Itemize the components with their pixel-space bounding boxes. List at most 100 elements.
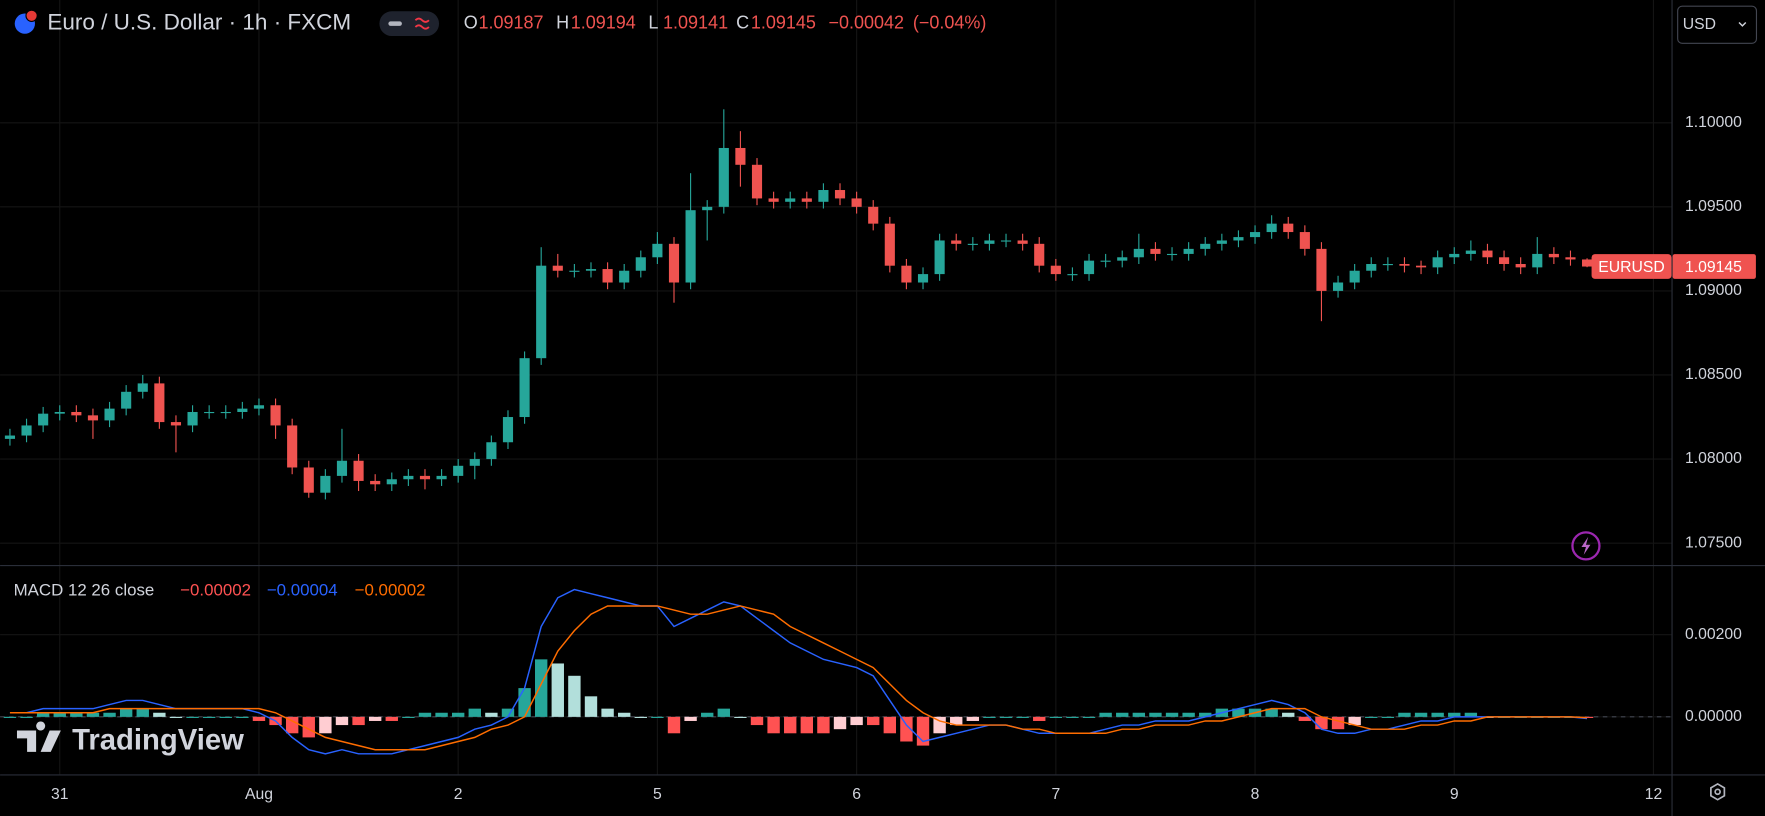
candle-body (851, 198, 862, 207)
candle-body (1582, 259, 1593, 267)
candle-body (834, 190, 846, 199)
histogram-bar (734, 716, 747, 718)
indicator-title: MACD 12 26 close (14, 580, 155, 599)
histogram-bar (850, 716, 863, 726)
x-tick-label: 8 (1251, 786, 1260, 803)
candle-body (336, 460, 348, 476)
price-change: −0.00042 (828, 12, 904, 32)
histogram-bar (219, 716, 232, 718)
candle-body (4, 435, 16, 439)
x-tick-label: 12 (1645, 786, 1663, 803)
histogram-bar (1298, 716, 1312, 721)
alert-button[interactable] (1571, 531, 1601, 561)
histogram-bar (534, 659, 548, 717)
candle-body (1366, 264, 1377, 271)
settings-dot (1714, 788, 1721, 796)
y-tick-label: 0.00200 (1685, 626, 1742, 643)
histogram-bar (618, 712, 631, 717)
marks (3, 109, 1672, 755)
status-pill[interactable] (379, 11, 440, 37)
ohlc-letter: H (556, 12, 569, 32)
histogram-bar (817, 716, 830, 734)
candle-body (1000, 240, 1012, 242)
histogram-bar (950, 716, 963, 726)
candle-body (1449, 253, 1460, 258)
histogram-bar (933, 716, 946, 734)
histogram-bar (651, 716, 664, 718)
candle-body (1017, 240, 1028, 244)
x-tick-label: 9 (1450, 786, 1459, 803)
candle-body (419, 475, 431, 480)
candle-body (585, 269, 597, 271)
histogram-bar (1099, 712, 1112, 717)
histogram-bar (36, 712, 50, 717)
candle-body (502, 417, 514, 443)
histogram-bar (1414, 712, 1428, 717)
histogram-bar (70, 712, 83, 717)
histogram-bar (568, 675, 581, 717)
x-tick-label: Aug (245, 786, 273, 803)
candle-body (270, 405, 281, 426)
candle-body (735, 147, 746, 165)
histogram-bar (169, 716, 183, 718)
price-change-pct: (−0.04%) (913, 12, 987, 32)
candle-body (38, 413, 49, 426)
y-tick-label: 1.08500 (1685, 366, 1742, 383)
candle-body (137, 383, 148, 392)
indicator-value: −0.00002 (355, 580, 426, 599)
candle-body (170, 422, 182, 426)
histogram-bar (584, 696, 598, 717)
settings-icon[interactable] (1710, 782, 1726, 801)
histogram-bar (186, 716, 199, 718)
candle-body (635, 257, 646, 271)
x-tick-label: 31 (51, 786, 69, 803)
x-tick-label: 2 (454, 786, 463, 803)
ohlc-letter: L (648, 12, 658, 32)
candle-body (486, 442, 497, 460)
histogram-bar (701, 712, 714, 717)
candle-body (320, 475, 331, 493)
histogram-bar (1082, 716, 1096, 718)
histogram-bar (53, 712, 66, 717)
candle-body (1432, 257, 1443, 268)
histogram-bar (1331, 716, 1345, 730)
candle-body (1233, 237, 1244, 241)
histogram-bar (153, 712, 166, 717)
histogram-bar (352, 716, 365, 726)
indicator-line (9, 605, 1588, 751)
histogram-bar (202, 716, 216, 718)
symbol-title[interactable]: Euro / U.S. Dollar · 1h · FXCM (47, 10, 351, 35)
candle-body (1249, 232, 1261, 238)
histogram-bar (833, 716, 847, 730)
histogram-bar (86, 712, 100, 717)
candle-body (1515, 264, 1526, 268)
currency-button[interactable] (1677, 5, 1758, 44)
candle-body (1100, 260, 1111, 262)
watermark-logo (16, 721, 61, 752)
histogram-bar (518, 688, 531, 717)
histogram-bar (252, 716, 266, 721)
candle-body (287, 425, 298, 468)
histogram-bar (1365, 716, 1378, 718)
candle-body (569, 270, 580, 272)
candle-body (386, 479, 397, 485)
currency-label[interactable]: USD (1683, 16, 1716, 33)
histogram-bar (883, 716, 897, 734)
y-tick-label: 0.00000 (1685, 708, 1742, 725)
candle-body (801, 198, 812, 202)
histogram-bar (236, 716, 249, 718)
histogram-bar (717, 708, 730, 717)
candle-body (768, 198, 779, 202)
histogram-bar (1033, 716, 1046, 721)
alert-icon (1581, 536, 1591, 555)
histogram-bar (1199, 712, 1212, 717)
histogram-bar (136, 708, 149, 717)
candle-body (1332, 282, 1344, 291)
candle-body (1200, 243, 1211, 249)
candle-body (718, 147, 729, 207)
candle-body (785, 198, 796, 202)
candle-body (104, 408, 115, 421)
candle-body (469, 459, 480, 466)
